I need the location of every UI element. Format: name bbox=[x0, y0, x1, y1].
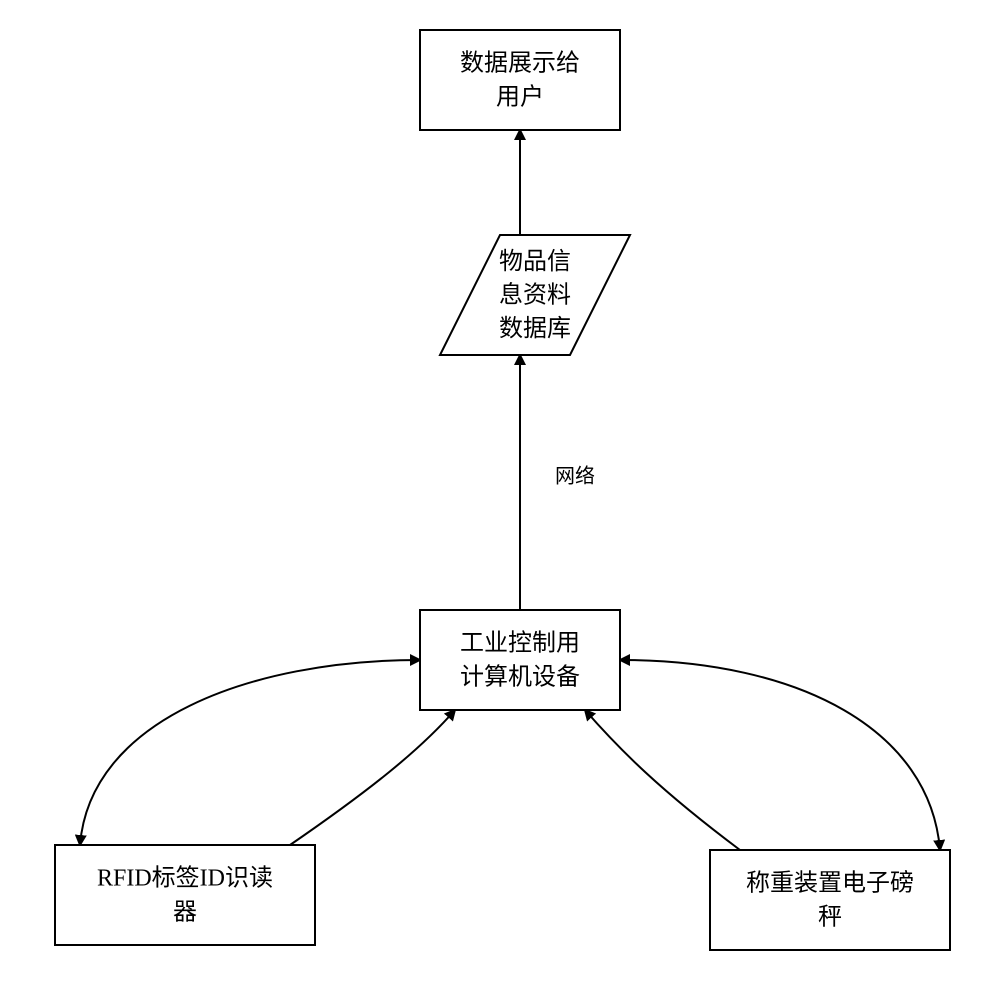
node-scale bbox=[710, 850, 950, 950]
node-display-label-line0: 数据展示给 bbox=[460, 50, 580, 77]
edge-label-ipc_to_db: 网络 bbox=[555, 465, 595, 488]
node-rfid-label-line1: 器 bbox=[173, 899, 197, 925]
node-rfid bbox=[55, 845, 315, 945]
node-db-label-line1: 息资料 bbox=[499, 282, 571, 309]
node-scale-label-line1: 秤 bbox=[818, 903, 842, 930]
flowchart-canvas: 网络 数据展示给用户物品信息资料数据库工业控制用计算机设备 RFID标签ID识读器 称… bbox=[0, 0, 998, 1000]
node-ipc-label-line1: 计算机设备 bbox=[460, 663, 580, 690]
node-db-label-line2: 数据库 bbox=[499, 315, 571, 342]
edge-ipc_scale_lower bbox=[585, 710, 740, 850]
edge-ipc_rfid_upper bbox=[80, 660, 420, 845]
node-ipc bbox=[420, 610, 620, 710]
edge-ipc_rfid_lower bbox=[290, 710, 455, 845]
node-ipc-label-line0: 工业控制用 bbox=[460, 630, 580, 657]
node-display bbox=[420, 30, 620, 130]
edge-ipc_scale_upper bbox=[620, 660, 940, 850]
node-db-label-line0: 物品信 bbox=[499, 248, 571, 275]
node-rfid-label-line0: RFID标签ID识读 bbox=[97, 865, 273, 892]
node-scale-label-line0: 称重装置电子磅 bbox=[746, 870, 914, 897]
node-display-label-line1: 用户 bbox=[496, 83, 544, 110]
